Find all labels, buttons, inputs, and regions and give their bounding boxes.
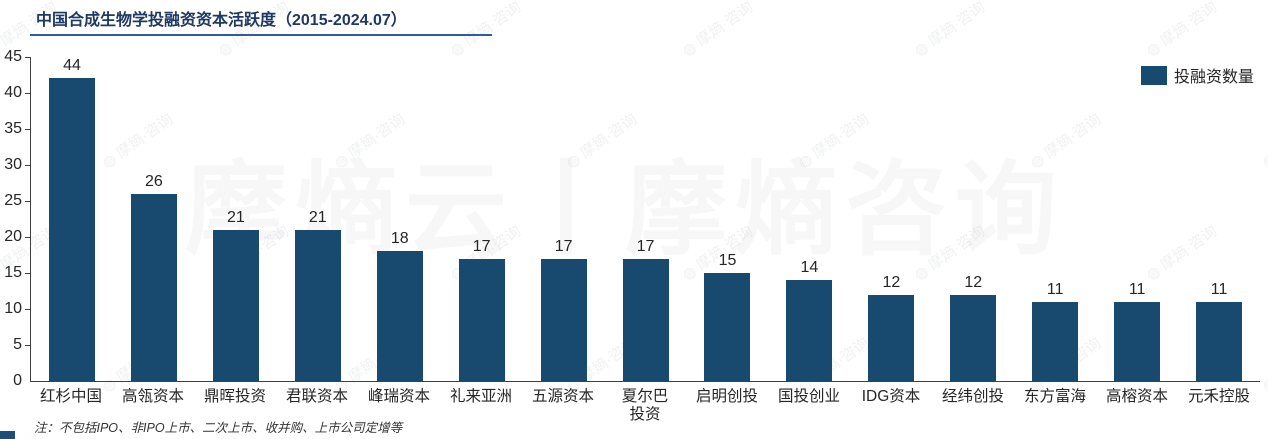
bar-君联资本 [294,229,341,381]
y-tick-label: 35 [4,120,22,137]
bar-slot: 26 [113,57,195,381]
x-tick-label: 国投创业 [777,388,840,405]
corner-decoration [0,431,15,439]
watermark-small: ◍ 摩熵·咨询 [1143,0,1221,60]
x-tick-label: 高榕资本 [1105,388,1168,405]
bar-国投创业 [786,280,833,381]
bar-value-label: 44 [63,57,81,74]
y-tick-mark [25,164,31,167]
bar-高瓴资本 [130,193,177,381]
bar-value-label: 18 [390,230,409,248]
bar-value-label: 15 [718,252,737,269]
y-tick-mark [25,344,31,347]
bar-slot: 11 [1178,57,1260,381]
bar-value-label: 17 [636,237,655,255]
bars-container: 44 26 21 21 18 17 17 17 15 14 12 12 11 11 11 [31,57,1260,381]
bar-slot: 12 [850,57,932,381]
watermark-small: ◍ 摩熵·咨询 [679,0,757,60]
chart-title-block: 中国合成生物学投融资资本活跃度（2015-2024.07） [30,6,492,36]
bar-slot: 11 [1096,57,1178,381]
bar-value-label: 12 [882,273,901,291]
y-tick-mark [25,200,31,202]
y-tick-mark [25,128,31,130]
x-tick-label: 夏尔巴 投资 [621,388,669,423]
bar-slot: 17 [441,57,523,381]
y-tick-label: 40 [4,84,22,102]
x-tick-label: 高瓴资本 [121,388,184,405]
chart-title: 中国合成生物学投融资资本活跃度（2015-2024.07） [36,12,407,29]
x-tick-label: 礼来亚洲 [449,388,512,405]
bar-红杉中国 [48,78,95,381]
x-tick-label: 经纬创投 [941,388,1004,405]
bar-峰瑞资本 [376,251,423,381]
bar-value-label: 17 [554,237,573,255]
x-tick-label: 君联资本 [285,388,348,405]
bar-value-label: 21 [308,208,327,226]
bar-slot: 44 [31,57,113,381]
x-tick-label: 红杉中国 [39,388,102,405]
bar-value-label: 14 [800,259,819,277]
bar-五源资本 [540,258,587,381]
y-tick-mark [25,92,31,95]
bar-高榕资本 [1114,301,1161,381]
y-tick-label: 10 [4,300,22,318]
bar-value-label: 21 [226,208,245,226]
y-tick-label: 30 [4,156,22,173]
x-axis-labels: 红杉中国 高瓴资本 鼎晖投资 君联资本 峰瑞资本 礼来亚洲 五源资本 夏尔巴 投资 启明创投 国投… [30,388,1260,424]
bar-启明创投 [704,273,751,381]
bar-value-label: 12 [964,273,983,291]
legend: 投融资数量 [1140,63,1254,87]
bar-经纬创投 [950,294,997,381]
x-tick-label: 峰瑞资本 [367,388,430,405]
y-tick-mark [25,56,31,58]
bar-value-label: 11 [1128,280,1146,298]
y-tick-mark [25,272,31,275]
bar-slot: 11 [1014,57,1096,381]
bar-slot: 12 [932,57,1014,381]
bar-鼎晖投资 [212,229,259,381]
x-tick-label: 鼎晖投资 [203,388,266,405]
y-tick-mark [25,236,31,239]
bar-礼来亚洲 [458,258,505,381]
x-tick-label: 元禾控股 [1187,388,1250,405]
bar-东方富海 [1032,301,1079,381]
bar-value-label: 11 [1046,280,1064,298]
y-tick-label: 0 [13,372,22,389]
x-tick-label: 五源资本 [531,388,594,405]
y-tick-label: 25 [4,192,22,209]
bar-slot: 17 [523,57,605,381]
y-tick-mark [25,308,31,311]
y-tick-label: 45 [4,48,22,65]
bar-IDG资本 [868,294,915,381]
bar-value-label: 26 [145,172,163,190]
bar-slot: 18 [359,57,441,381]
legend-label: 投融资数量 [1173,69,1254,86]
legend-swatch [1140,65,1167,85]
bar-slot: 21 [277,57,359,381]
y-tick-label: 20 [4,228,22,246]
bar-value-label: 11 [1210,280,1228,298]
x-tick-label: 东方富海 [1023,388,1086,405]
bar-slot: 17 [605,57,687,381]
plot-area: 44 26 21 21 18 17 17 17 15 14 12 12 11 11 11 0 5 10 15 20 2… [4,48,1260,389]
y-tick-label: 5 [13,336,22,354]
footnote: 注：不包括IPO、非IPO上市、二次上市、收并购、上市公司定增等 [34,421,403,435]
bar-夏尔巴投资 [622,258,669,381]
bar-slot: 15 [687,57,769,381]
bar-value-label: 17 [472,237,491,255]
bar-元禾控股 [1196,301,1243,381]
bar-slot: 21 [195,57,277,381]
watermark-small: ◍ 摩熵·咨询 [911,0,989,60]
x-tick-label: IDG资本 [861,388,921,405]
x-tick-label: 启明创投 [695,388,758,405]
y-tick-label: 15 [4,264,22,281]
bar-slot: 14 [768,57,850,381]
